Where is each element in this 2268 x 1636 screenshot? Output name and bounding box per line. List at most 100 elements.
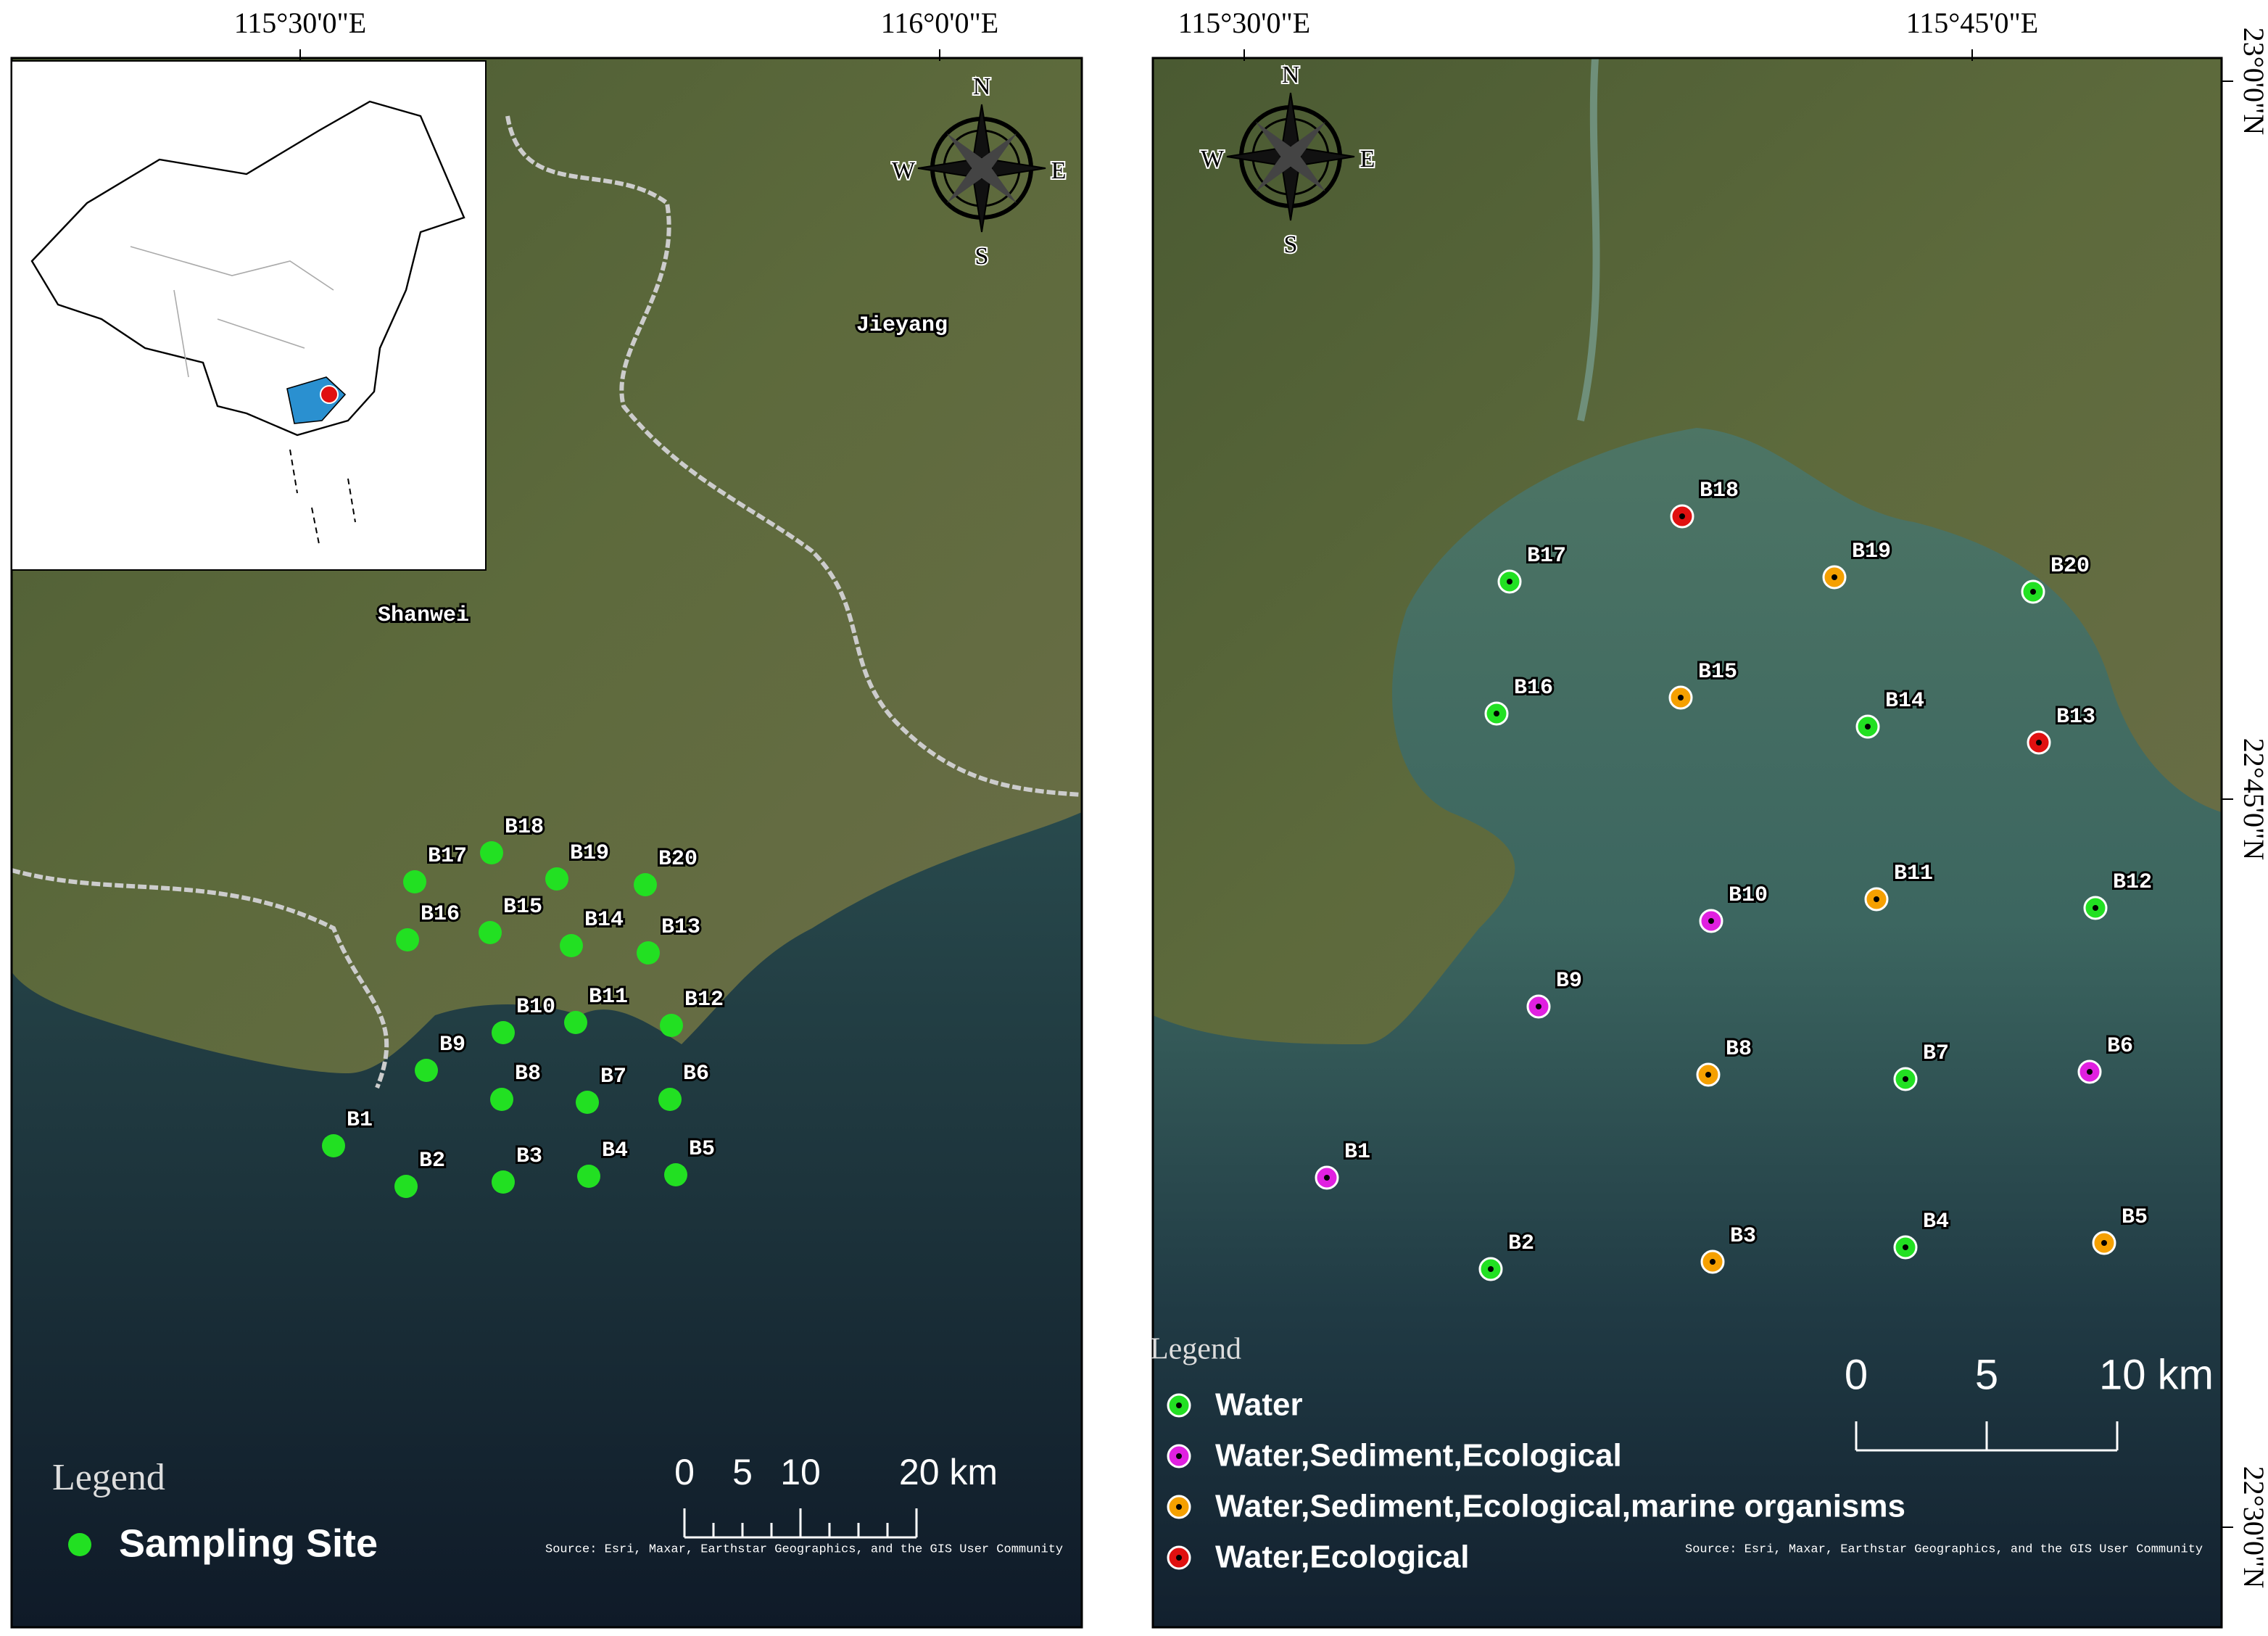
compass-star bbox=[1256, 122, 1325, 191]
site-label: B5 bbox=[689, 1137, 715, 1162]
sampling-site bbox=[403, 870, 426, 893]
sampling-site bbox=[660, 1014, 683, 1037]
scale-label: 0 bbox=[1845, 1351, 1868, 1398]
sampling-site bbox=[394, 1175, 418, 1198]
sampling-site bbox=[480, 841, 503, 864]
site-label: B1 bbox=[347, 1108, 373, 1133]
site-label: B16 bbox=[1514, 676, 1553, 701]
site-label: B9 bbox=[439, 1033, 465, 1057]
sampling-site-dot bbox=[1710, 1259, 1716, 1265]
sampling-site bbox=[576, 1091, 599, 1114]
boundary bbox=[505, 115, 1082, 797]
legend-item: Water,Ecological bbox=[1215, 1540, 1469, 1575]
compass-letter: S bbox=[975, 243, 989, 270]
site-label: B12 bbox=[684, 988, 724, 1012]
site-label: B18 bbox=[1700, 479, 1739, 503]
legend-marker-dot bbox=[1176, 1453, 1182, 1459]
land bbox=[1153, 58, 2222, 1044]
site-label: B15 bbox=[1698, 660, 1737, 685]
sampling-site-dot bbox=[2036, 740, 2042, 745]
site-label: B11 bbox=[1894, 862, 1933, 886]
site-label: B16 bbox=[421, 902, 460, 927]
compass-letter: S bbox=[1284, 231, 1298, 258]
sampling-site bbox=[658, 1088, 682, 1111]
site-label: B8 bbox=[515, 1062, 541, 1086]
china-outline bbox=[30, 100, 465, 437]
sampling-site bbox=[664, 1163, 687, 1186]
boundary bbox=[12, 868, 389, 1089]
scale-label: 0 bbox=[674, 1452, 695, 1492]
legend-marker-dot bbox=[1176, 1402, 1182, 1408]
site-label: B17 bbox=[1527, 544, 1566, 569]
river bbox=[1577, 58, 1600, 422]
scale-label: 5 bbox=[732, 1452, 753, 1492]
legend-marker-dot bbox=[1176, 1555, 1182, 1561]
site-label: B20 bbox=[658, 847, 698, 872]
scale-label: 20 km bbox=[899, 1452, 998, 1492]
sampling-site-dot bbox=[1507, 579, 1512, 584]
sampling-site-dot bbox=[2093, 905, 2098, 911]
site-label: B17 bbox=[428, 844, 467, 869]
sampling-site-dot bbox=[2030, 589, 2036, 595]
sampling-site-dot bbox=[1324, 1175, 1330, 1181]
sampling-site-dot bbox=[1874, 896, 1879, 902]
site-label: B3 bbox=[516, 1144, 542, 1169]
compass-letter: W bbox=[892, 157, 916, 184]
legend-item: Water,Sediment,Ecological bbox=[1215, 1438, 1622, 1474]
right-basemap bbox=[1153, 58, 2222, 1627]
site-label: B4 bbox=[1923, 1210, 1949, 1234]
source: Source: Esri, Maxar, Earthstar Geographi… bbox=[545, 1542, 1063, 1556]
site-label: B5 bbox=[2122, 1205, 2148, 1230]
site-label: B4 bbox=[602, 1139, 628, 1163]
legend-item: Sampling Site bbox=[119, 1521, 378, 1565]
study-area bbox=[320, 385, 339, 404]
sampling-site bbox=[479, 921, 502, 944]
lon-label: 115°45'0"E bbox=[1906, 7, 2038, 39]
compass-star bbox=[947, 133, 1017, 203]
sampling-site-dot bbox=[1705, 1072, 1711, 1078]
sampling-site bbox=[560, 934, 583, 957]
site-label: B11 bbox=[589, 985, 628, 1009]
lat-label: 22°30'0"N bbox=[2238, 1466, 2268, 1588]
site-label: B13 bbox=[2056, 705, 2095, 730]
legend-marker-dot bbox=[1176, 1504, 1182, 1510]
lat-label: 23°0'0"N bbox=[2238, 28, 2268, 135]
inset-frame bbox=[11, 60, 487, 571]
sampling-site bbox=[634, 873, 657, 896]
lon-label: 115°30'0"E bbox=[1178, 7, 1310, 39]
sea-border bbox=[289, 449, 356, 545]
site-label: B19 bbox=[1852, 540, 1891, 564]
scale-label: 10 bbox=[780, 1452, 821, 1492]
compass-letter: W bbox=[1201, 146, 1225, 173]
left-basemap bbox=[12, 58, 1082, 1627]
lon-label: 115°30'0"E bbox=[234, 7, 366, 39]
legend-item: Water bbox=[1215, 1387, 1303, 1423]
sampling-site-dot bbox=[1903, 1076, 1908, 1082]
compass: N E S W bbox=[890, 72, 1067, 271]
legend-item: Water,Sediment,Ecological,marine organis… bbox=[1215, 1489, 1905, 1524]
compass-letter: E bbox=[1360, 146, 1375, 173]
overlay: 115°30'0"E 116°0'0"E N E S W Jieyang Shanwei B1 B… bbox=[52, 7, 2268, 1588]
compass-letter: N bbox=[973, 73, 991, 100]
sampling-site bbox=[490, 1088, 513, 1111]
sampling-site-dot bbox=[2101, 1240, 2107, 1246]
site-label: B8 bbox=[1726, 1037, 1752, 1062]
sampling-site-dot bbox=[1903, 1244, 1908, 1250]
sampling-site-dot bbox=[1865, 724, 1871, 730]
site-label: B10 bbox=[516, 995, 555, 1020]
legend-title: Legend bbox=[52, 1457, 165, 1498]
province-lines bbox=[130, 246, 334, 378]
sampling-site-dot bbox=[1708, 918, 1714, 924]
compass-letter: N bbox=[1282, 62, 1300, 88]
sampling-site bbox=[492, 1021, 515, 1044]
sampling-site-dot bbox=[1488, 1266, 1494, 1272]
site-label: B15 bbox=[503, 895, 542, 920]
source: Source: Esri, Maxar, Earthstar Geographi… bbox=[1685, 1542, 2203, 1556]
sampling-site-dot bbox=[2087, 1069, 2093, 1075]
left-frame bbox=[10, 57, 1083, 1629]
sampling-site-dot bbox=[1536, 1004, 1541, 1009]
site-label: B19 bbox=[570, 841, 609, 866]
site-label: B2 bbox=[419, 1149, 445, 1173]
site-label: B9 bbox=[1556, 969, 1582, 993]
